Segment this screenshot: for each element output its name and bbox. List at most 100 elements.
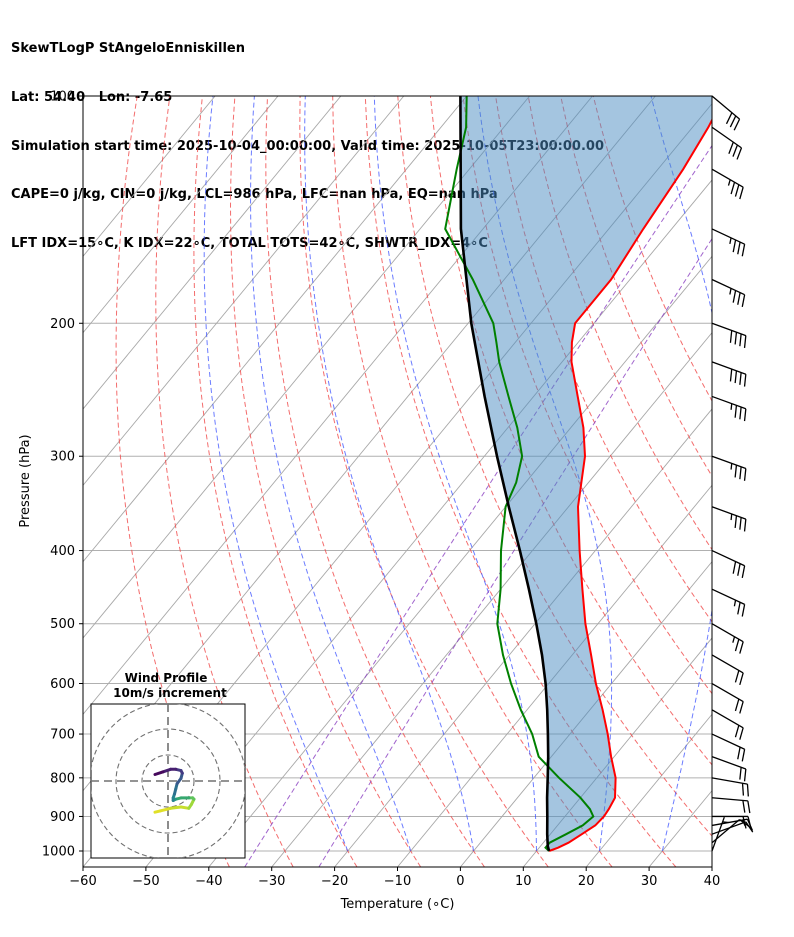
dry-adiabat-line	[265, 96, 485, 867]
x-tick-label: −20	[321, 874, 348, 889]
barb-flag	[739, 333, 742, 347]
parcel-profile-line	[459, 96, 551, 852]
isotherm-line	[83, 96, 342, 410]
wind-barb	[711, 228, 746, 257]
hodograph-ring	[141, 754, 195, 808]
x-tick-label: −40	[195, 874, 222, 889]
wind-barb	[711, 361, 747, 387]
barb-shaft	[711, 95, 740, 120]
barb-flag	[737, 292, 741, 305]
isotherm-line	[522, 637, 712, 867]
y-tick-label: 800	[50, 771, 75, 786]
isotherm-line	[334, 408, 712, 867]
cape-cin-shading	[460, 96, 712, 851]
barb-shaft	[711, 816, 725, 852]
wind-barb	[711, 733, 746, 762]
barb-shaft	[711, 228, 745, 245]
barb-flag	[737, 747, 741, 760]
barb-shaft	[711, 654, 744, 674]
hodograph-trace-segment	[158, 806, 173, 813]
barb-shaft	[711, 361, 747, 375]
barb-shaft	[711, 709, 744, 729]
barb-half-flag	[729, 237, 732, 245]
barb-flag	[729, 115, 737, 128]
wind-barb	[711, 709, 744, 740]
dewpoint-line	[444, 96, 595, 852]
barb-flag	[734, 184, 740, 197]
isotherm-line	[271, 331, 712, 867]
barb-flag	[737, 241, 741, 255]
barb-flag	[734, 405, 738, 418]
barb-shaft	[711, 777, 748, 785]
isotherm-line	[83, 96, 468, 563]
dry-adiabat-line	[193, 96, 358, 867]
barb-flag	[741, 749, 746, 762]
y-tick-label: 100	[50, 90, 75, 105]
wind-barb	[711, 506, 747, 532]
moist-adiabat-line	[477, 96, 613, 852]
barb-shaft	[711, 588, 745, 605]
y-tick-label: 500	[50, 617, 75, 632]
barb-flag	[741, 604, 746, 617]
x-tick-label: −60	[69, 874, 96, 889]
barb-flag	[734, 465, 738, 478]
barb-half-flag	[729, 288, 732, 295]
x-tick-label: 0	[456, 874, 464, 889]
barb-flag	[734, 725, 740, 738]
barb-shaft	[711, 682, 744, 703]
temperature-line	[548, 118, 712, 852]
wind-barb	[711, 756, 747, 782]
moist-adiabat-line	[249, 96, 412, 852]
y-axis-label: Pressure (hPa)	[18, 434, 33, 527]
wind-barbs	[711, 95, 754, 852]
barb-flag	[737, 602, 741, 615]
dry-adiabat-line	[155, 96, 294, 867]
wind-barb	[711, 821, 754, 835]
isotherm-line	[83, 96, 405, 487]
barb-flag	[729, 330, 733, 343]
barb-flag	[743, 468, 747, 481]
barb-flag	[739, 672, 744, 686]
barb-shaft	[711, 733, 745, 750]
barb-flag	[730, 181, 736, 195]
dry-adiabat-line	[364, 96, 677, 867]
barb-flag	[739, 641, 744, 654]
hodograph-trace-segment	[169, 805, 183, 810]
barb-flag	[725, 112, 733, 125]
wind-barb	[711, 95, 741, 131]
wind-barb	[712, 815, 752, 829]
wind-barb	[711, 322, 747, 348]
barb-flag	[739, 186, 744, 200]
dry-adiabat-line	[495, 96, 712, 623]
barb-flag	[739, 701, 744, 714]
barb-flag	[728, 141, 734, 154]
barb-shaft	[711, 818, 748, 827]
barb-shaft	[711, 549, 745, 567]
barb-shaft	[711, 168, 744, 188]
wind-barb	[711, 168, 744, 200]
barb-flag	[732, 290, 737, 303]
y-tick-label: 300	[50, 450, 75, 465]
moist-adiabat-line	[650, 96, 712, 852]
barb-flag	[732, 561, 737, 574]
dry-adiabat-line	[229, 96, 422, 867]
barb-shaft	[711, 623, 744, 643]
isotherm-line	[83, 96, 216, 258]
barb-half-flag	[730, 403, 733, 410]
isotherm-line	[648, 789, 712, 867]
barb-flag	[741, 244, 746, 257]
wind-barb	[711, 623, 744, 654]
isotherm-line	[711, 866, 712, 867]
barb-flag	[741, 565, 746, 579]
x-tick-label: 10	[515, 874, 532, 889]
barb-flag	[742, 816, 747, 829]
barb-flag	[743, 519, 747, 532]
wind-barb	[711, 455, 747, 481]
barb-half-flag	[733, 600, 737, 607]
barb-flag	[743, 768, 747, 782]
barb-flag	[732, 239, 737, 253]
dry-adiabat-line	[299, 96, 549, 867]
y-tick-label: 200	[50, 317, 75, 332]
x-tick-label: −10	[384, 874, 411, 889]
